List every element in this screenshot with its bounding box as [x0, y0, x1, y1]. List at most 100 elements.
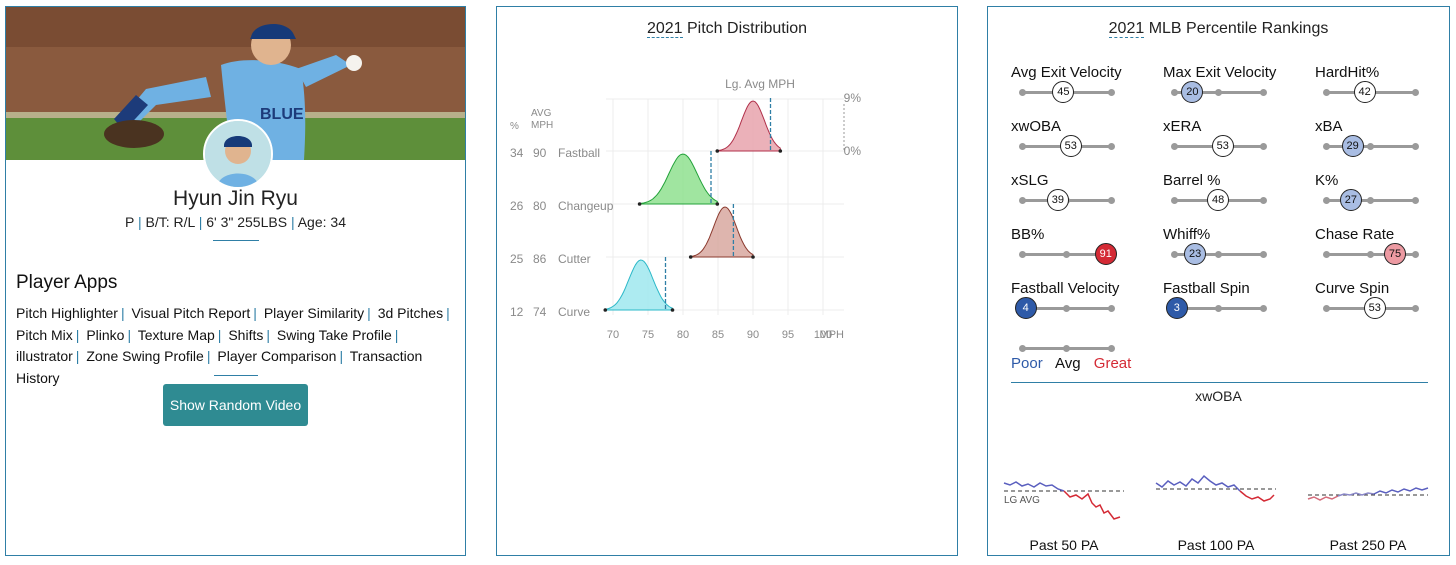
info-separator: |: [138, 214, 142, 230]
sparkline-below: [1063, 490, 1121, 520]
percentile-metric[interactable]: Barrel % 48: [1163, 172, 1303, 218]
legend-great: Great: [1093, 355, 1132, 372]
percentile-metric[interactable]: Max Exit Velocity 20: [1163, 64, 1303, 110]
track-tick: [1412, 143, 1419, 150]
sparkline-above: [1373, 487, 1429, 495]
legend-dot: [1108, 345, 1115, 352]
player-app-link[interactable]: Texture Map: [137, 326, 215, 343]
track-tick: [1108, 197, 1115, 204]
player-app-link[interactable]: Zone Swing Profile: [86, 348, 204, 364]
divider: [1011, 382, 1428, 383]
app-separator: |: [127, 326, 132, 343]
x-tick-label: 75: [642, 329, 654, 341]
player-info: P | B/T: R/L | 6' 3" 255LBS | Age: 34: [6, 214, 465, 230]
player-app-link[interactable]: Plinko: [86, 326, 125, 343]
percentile-metric[interactable]: Curve Spin 53: [1315, 280, 1449, 326]
player-app-link[interactable]: Pitch Highlighter: [16, 305, 118, 321]
track-tick: [1412, 197, 1419, 204]
percentile-metric[interactable]: xBA 29: [1315, 118, 1449, 164]
track-tick: [1323, 197, 1330, 204]
app-separator: |: [367, 305, 371, 321]
divider: [214, 375, 258, 376]
metric-label: Barrel %: [1163, 172, 1221, 189]
pitch-avg-mph: 74: [533, 305, 547, 319]
metric-label: xERA: [1163, 118, 1202, 135]
sparkline-100pa[interactable]: [1155, 474, 1276, 502]
percentile-value-marker: 91: [1094, 243, 1117, 265]
player-app-link[interactable]: illustrator: [16, 348, 73, 364]
track-tick: [1260, 197, 1267, 204]
player-app-link[interactable]: Visual Pitch Report: [131, 305, 251, 321]
xwoba-sparklines: LG AVG: [1003, 474, 1429, 520]
pct-header: %: [510, 121, 519, 132]
metric-label: Curve Spin: [1315, 280, 1390, 297]
sparkline-label-100pa: Past 100 PA: [1177, 537, 1255, 553]
app-separator: |: [266, 326, 270, 343]
track-tick: [1323, 143, 1330, 150]
percentile-metric[interactable]: xSLG 39: [1011, 172, 1151, 218]
player-age: Age: 34: [297, 214, 346, 230]
percentile-metric[interactable]: Fastball Velocity 4: [1011, 280, 1151, 326]
player-app-link[interactable]: 3d Pitches: [377, 305, 444, 321]
player-app-link[interactable]: Transaction History: [16, 348, 423, 386]
player-bats-throws: B/T: R/L: [145, 214, 195, 230]
player-app-link[interactable]: Shifts: [228, 326, 264, 343]
percentile-metric[interactable]: Whiff% 23: [1163, 226, 1303, 272]
avg-header: MPH: [531, 120, 553, 131]
info-separator: |: [290, 214, 295, 230]
app-separator: |: [120, 305, 125, 321]
sparkline-above: [1003, 481, 1065, 492]
title-year[interactable]: 2021: [646, 20, 683, 38]
percentile-value-marker: 29: [1341, 135, 1364, 157]
pitch-name: Changeup: [558, 199, 614, 213]
sparkline-label-250pa: Past 250 PA: [1329, 537, 1407, 553]
metric-label: xBA: [1315, 118, 1343, 135]
track-tick: [1108, 143, 1115, 150]
percentile-metric[interactable]: HardHit% 42: [1315, 64, 1449, 110]
range-endpoint: [715, 149, 720, 153]
percentile-metric[interactable]: xwOBA 53: [1011, 118, 1151, 164]
pitch-distribution-panel: 2021 Pitch Distribution 9% 0% Lg. Avg MPH%…: [496, 6, 958, 556]
title-year[interactable]: 2021: [1108, 20, 1145, 38]
show-random-video-button[interactable]: Show Random Video: [163, 384, 308, 426]
player-action-photo: BLUE: [6, 7, 465, 160]
track-tick: [1108, 305, 1115, 312]
track-tick: [1019, 143, 1026, 150]
player-app-link[interactable]: Swing Take Profile: [276, 326, 392, 343]
sparkline-50pa[interactable]: LG AVG: [1003, 481, 1124, 520]
percentile-metric[interactable]: xERA 53: [1163, 118, 1303, 164]
percentile-value-marker: 3: [1165, 297, 1188, 319]
app-separator: |: [217, 326, 222, 343]
percentile-value-marker: 4: [1014, 297, 1037, 319]
pitch-distribution-title: 2021 Pitch Distribution: [497, 20, 957, 38]
player-app-link[interactable]: Player Similarity: [263, 305, 365, 321]
range-endpoint: [637, 202, 642, 206]
metric-label: HardHit%: [1315, 64, 1380, 81]
metric-label: Whiff%: [1163, 226, 1211, 243]
legend-poor: Poor: [1011, 355, 1043, 372]
track-tick: [1260, 305, 1267, 312]
sparkline-250pa[interactable]: [1307, 487, 1429, 501]
player-app-link[interactable]: Pitch Mix: [16, 326, 73, 343]
percentile-value-marker: 53: [1211, 135, 1234, 157]
percentile-metric[interactable]: BB% 91: [1011, 226, 1151, 272]
percentile-value-marker: 45: [1052, 81, 1075, 103]
pitch-pct: 34: [510, 146, 524, 160]
percentile-metric[interactable]: Chase Rate 75: [1315, 226, 1449, 272]
percentile-value-marker: 27: [1339, 189, 1362, 211]
pitch-density-cutter: [690, 206, 754, 258]
track-tick: [1108, 89, 1115, 96]
percentile-metric[interactable]: Avg Exit Velocity 45: [1011, 64, 1151, 110]
track-tick: [1260, 251, 1267, 258]
percentile-metric[interactable]: K% 27: [1315, 172, 1449, 218]
track-tick: [1171, 143, 1178, 150]
percentile-metric[interactable]: Fastball Spin 3: [1163, 280, 1303, 326]
track-tick: [1412, 305, 1419, 312]
sparkline-below: [1307, 495, 1339, 501]
app-separator: |: [446, 305, 450, 321]
pitch-name: Cutter: [558, 252, 591, 266]
player-app-link[interactable]: Player Comparison: [217, 348, 337, 364]
range-endpoint: [751, 255, 755, 259]
range-endpoint: [670, 308, 675, 312]
